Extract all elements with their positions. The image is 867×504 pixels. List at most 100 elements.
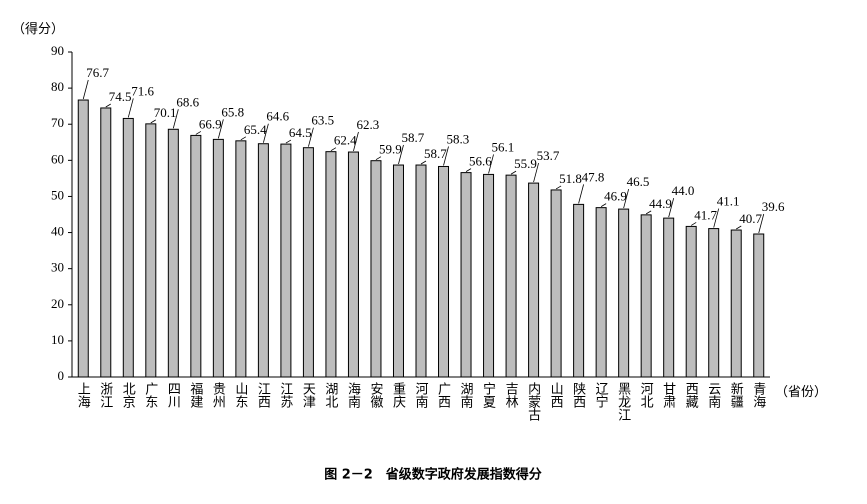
bar [100, 107, 112, 378]
leader-line [172, 109, 179, 129]
value-label: 71.6 [131, 83, 154, 98]
x-axis-label: （省份） [775, 384, 827, 399]
value-label: 62.3 [356, 117, 379, 132]
x-tick-label: 广东 [143, 382, 158, 408]
bar [190, 134, 202, 378]
value-label: 44.9 [649, 196, 672, 211]
value-label: 64.5 [289, 125, 312, 140]
leader-line [758, 213, 765, 234]
value-label: 46.9 [604, 189, 627, 204]
y-tick-label: 90 [51, 43, 64, 58]
leader-line [623, 188, 630, 209]
bar [77, 99, 89, 378]
x-tick-label: 河南 [414, 382, 429, 408]
x-tick-label: 河北 [639, 382, 654, 409]
bar [167, 128, 179, 378]
y-tick-label: 30 [51, 260, 64, 275]
leader-line [375, 156, 382, 161]
x-tick-label: 辽宁 [594, 382, 609, 408]
value-label: 58.7 [424, 146, 447, 161]
leader-line [240, 136, 247, 141]
value-label: 64.6 [266, 109, 289, 124]
leader-line [398, 144, 404, 165]
y-tick-label: 60 [51, 151, 64, 166]
y-axis-label: （得分） [12, 21, 64, 36]
x-tick-label: 天津 [301, 382, 316, 408]
bar [347, 151, 359, 378]
bar [438, 165, 450, 378]
bar [392, 164, 404, 378]
x-tick-label: 湖南 [459, 382, 474, 408]
x-tick-label: 甘肃 [661, 382, 676, 408]
x-tick-label: 宁夏 [481, 381, 496, 408]
bar [280, 143, 292, 378]
bar [325, 151, 337, 378]
y-tick-label: 40 [51, 224, 64, 239]
leader-line [443, 146, 449, 166]
x-tick-label: 海南 [346, 382, 361, 408]
x-tick-label: 重庆 [391, 381, 406, 408]
y-tick-label: 80 [51, 79, 64, 94]
leader-line [736, 225, 742, 230]
leader-line [150, 119, 157, 124]
x-tick-label: 江西 [256, 382, 271, 408]
x-tick-label: 新疆 [729, 381, 744, 408]
bar [618, 208, 630, 378]
bar [415, 164, 427, 378]
leader-line [217, 119, 224, 139]
value-label: 47.8 [582, 169, 605, 184]
value-label: 56.1 [492, 139, 515, 154]
y-tick-label: 70 [51, 115, 64, 130]
x-tick-label: 广西 [436, 382, 451, 408]
x-tick-label: 江苏 [278, 382, 293, 408]
y-tick-label: 0 [58, 368, 65, 383]
value-label: 74.5 [109, 89, 132, 104]
value-label: 51.8 [559, 171, 582, 186]
leader-line [285, 139, 292, 144]
x-tick-label: 贵州 [211, 382, 226, 408]
value-label: 63.5 [311, 113, 334, 128]
bar [753, 233, 765, 378]
bar [708, 228, 720, 378]
leader-line [420, 160, 427, 165]
leader-line [465, 168, 472, 172]
leader-line [127, 98, 134, 118]
leader-line [690, 222, 697, 226]
leader-line [645, 210, 652, 215]
leader-line [353, 131, 359, 152]
value-label: 76.7 [86, 65, 109, 80]
bar [550, 189, 562, 378]
x-tick-label: 湖北 [323, 382, 338, 409]
leader-line [82, 79, 89, 100]
bar [573, 203, 585, 378]
x-tick-label: 青海 [751, 382, 766, 408]
x-tick-label: 福建 [188, 382, 203, 409]
bar [730, 229, 742, 378]
x-tick-label: 四川 [166, 382, 181, 408]
leader-line [105, 103, 111, 108]
x-tick-label: 上海 [76, 382, 91, 408]
value-label: 39.6 [762, 199, 785, 214]
leader-line [713, 208, 720, 228]
leader-line [263, 123, 269, 143]
bar [640, 214, 652, 378]
y-tick-label: 20 [51, 296, 64, 311]
bar [302, 147, 314, 378]
x-tick-label: 安徽 [368, 382, 383, 408]
leader-line [488, 154, 494, 174]
bar [595, 207, 607, 378]
value-label: 41.1 [717, 194, 740, 209]
leader-line [533, 162, 539, 183]
value-label: 56.6 [469, 154, 492, 169]
x-tick-label: 山西 [549, 382, 564, 408]
bar [370, 160, 382, 378]
leader-line [668, 198, 675, 218]
leader-line [330, 147, 337, 152]
bar [460, 172, 472, 378]
value-label: 41.7 [694, 207, 717, 222]
leader-line [555, 185, 562, 190]
x-tick-label: 浙江 [98, 382, 113, 408]
bar [235, 140, 247, 378]
x-tick-label: 黑龙江 [616, 382, 631, 421]
